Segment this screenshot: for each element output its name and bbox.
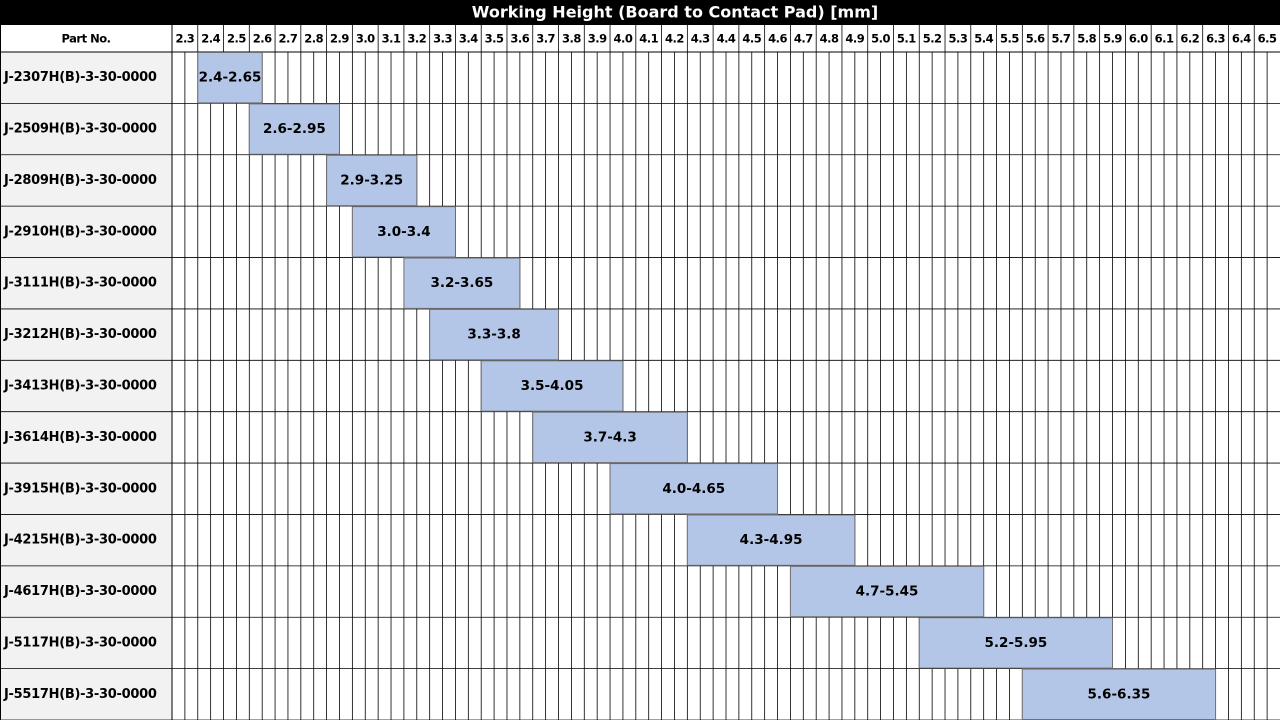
category-label: J-5517H(B)-3-30-0000 <box>3 687 157 702</box>
x-tick-label: 6.4 <box>1232 32 1251 46</box>
range-bar <box>918 617 1114 669</box>
value-label: 4.3-4.95 <box>740 532 803 548</box>
x-tick-label: 4.8 <box>820 32 839 46</box>
x-tick-label: 6.1 <box>1155 32 1174 46</box>
value-label: 3.5-4.05 <box>521 378 584 394</box>
value-label: 5.2-5.95 <box>984 635 1047 651</box>
x-tick-label: 5.3 <box>948 32 967 46</box>
x-tick-label: 5.6 <box>1026 32 1045 46</box>
range-bar <box>686 514 856 566</box>
x-tick-label: 3.3 <box>433 32 452 46</box>
x-tick-label: 4.1 <box>639 32 658 46</box>
x-tick-label: 2.7 <box>279 32 298 46</box>
category-label: J-3413H(B)-3-30-0000 <box>3 379 157 394</box>
x-tick-label: 5.8 <box>1077 32 1096 46</box>
x-tick-label: 3.2 <box>407 32 426 46</box>
value-label: 2.9-3.25 <box>340 172 403 188</box>
x-tick-label: 4.5 <box>742 32 761 46</box>
range-bar <box>326 154 418 207</box>
value-label: 5.6-6.35 <box>1088 686 1151 702</box>
category-label: J-2307H(B)-3-30-0000 <box>3 70 157 85</box>
x-tick-label: 3.5 <box>485 32 504 46</box>
value-label: 3.0-3.4 <box>377 224 430 240</box>
range-bar <box>248 103 340 155</box>
x-tick-label: 2.9 <box>330 32 349 46</box>
range-bar <box>609 463 779 515</box>
x-tick-label: 3.1 <box>382 32 401 46</box>
x-tick-label: 2.6 <box>253 32 272 46</box>
range-bar <box>789 565 985 618</box>
x-tick-label: 5.5 <box>1000 32 1019 46</box>
category-label: J-2509H(B)-3-30-0000 <box>3 122 157 137</box>
x-tick-label: 2.5 <box>227 32 246 46</box>
x-tick-label: 5.1 <box>897 32 916 46</box>
x-tick-label: 6.0 <box>1129 32 1148 46</box>
value-label: 3.7-4.3 <box>583 429 636 445</box>
category-label: J-5117H(B)-3-30-0000 <box>3 635 157 650</box>
range-bar <box>532 411 688 464</box>
value-label: 2.4-2.65 <box>199 70 262 86</box>
range-bar <box>403 257 521 309</box>
x-tick-label: 4.6 <box>768 32 787 46</box>
category-label: J-3111H(B)-3-30-0000 <box>3 276 157 291</box>
category-label: J-2910H(B)-3-30-0000 <box>3 224 157 239</box>
category-column <box>0 52 172 720</box>
x-tick-label: 3.0 <box>356 32 375 46</box>
x-tick-label: 4.2 <box>665 32 684 46</box>
x-tick-label: 3.4 <box>459 32 478 46</box>
category-label: J-3915H(B)-3-30-0000 <box>3 481 157 496</box>
x-tick-label: 5.7 <box>1052 32 1071 46</box>
category-header: Part No. <box>62 32 111 46</box>
x-tick-label: 4.7 <box>794 32 813 46</box>
value-label: 3.2-3.65 <box>430 275 493 291</box>
x-tick-label: 3.7 <box>536 32 555 46</box>
x-tick-label: 2.4 <box>201 32 220 46</box>
range-bar <box>197 52 263 104</box>
value-label: 4.0-4.65 <box>662 481 725 497</box>
range-bar <box>480 360 624 412</box>
x-tick-label: 5.9 <box>1103 32 1122 46</box>
category-label: J-3212H(B)-3-30-0000 <box>3 327 157 342</box>
chart-title: Working Height (Board to Contact Pad) [m… <box>472 3 878 22</box>
x-tick-label: 5.0 <box>871 32 890 46</box>
x-tick-label: 5.2 <box>923 32 942 46</box>
x-tick-label: 3.8 <box>562 32 581 46</box>
value-label: 3.3-3.8 <box>467 327 520 343</box>
category-label: J-2809H(B)-3-30-0000 <box>3 173 157 188</box>
x-tick-label: 5.4 <box>974 32 993 46</box>
value-label: 4.7-5.45 <box>856 584 919 600</box>
x-tick-label: 4.0 <box>613 32 632 46</box>
title-bar <box>0 0 1280 25</box>
range-bar <box>429 308 560 361</box>
value-label: 2.6-2.95 <box>263 121 326 137</box>
x-tick-label: 2.8 <box>304 32 323 46</box>
range-bar <box>351 206 456 258</box>
x-tick-label: 4.9 <box>845 32 864 46</box>
category-label: J-4215H(B)-3-30-0000 <box>3 533 157 548</box>
x-tick-label: 4.4 <box>717 32 736 46</box>
x-tick-label: 6.3 <box>1206 32 1225 46</box>
x-tick-label: 6.2 <box>1180 32 1199 46</box>
category-label: J-4617H(B)-3-30-0000 <box>3 584 157 599</box>
x-tick-label: 3.9 <box>588 32 607 46</box>
x-tick-label: 6.5 <box>1258 32 1277 46</box>
x-tick-label: 4.3 <box>691 32 710 46</box>
x-tick-label: 2.3 <box>175 32 194 46</box>
x-tick-label: 3.6 <box>510 32 529 46</box>
category-label: J-3614H(B)-3-30-0000 <box>3 430 157 445</box>
